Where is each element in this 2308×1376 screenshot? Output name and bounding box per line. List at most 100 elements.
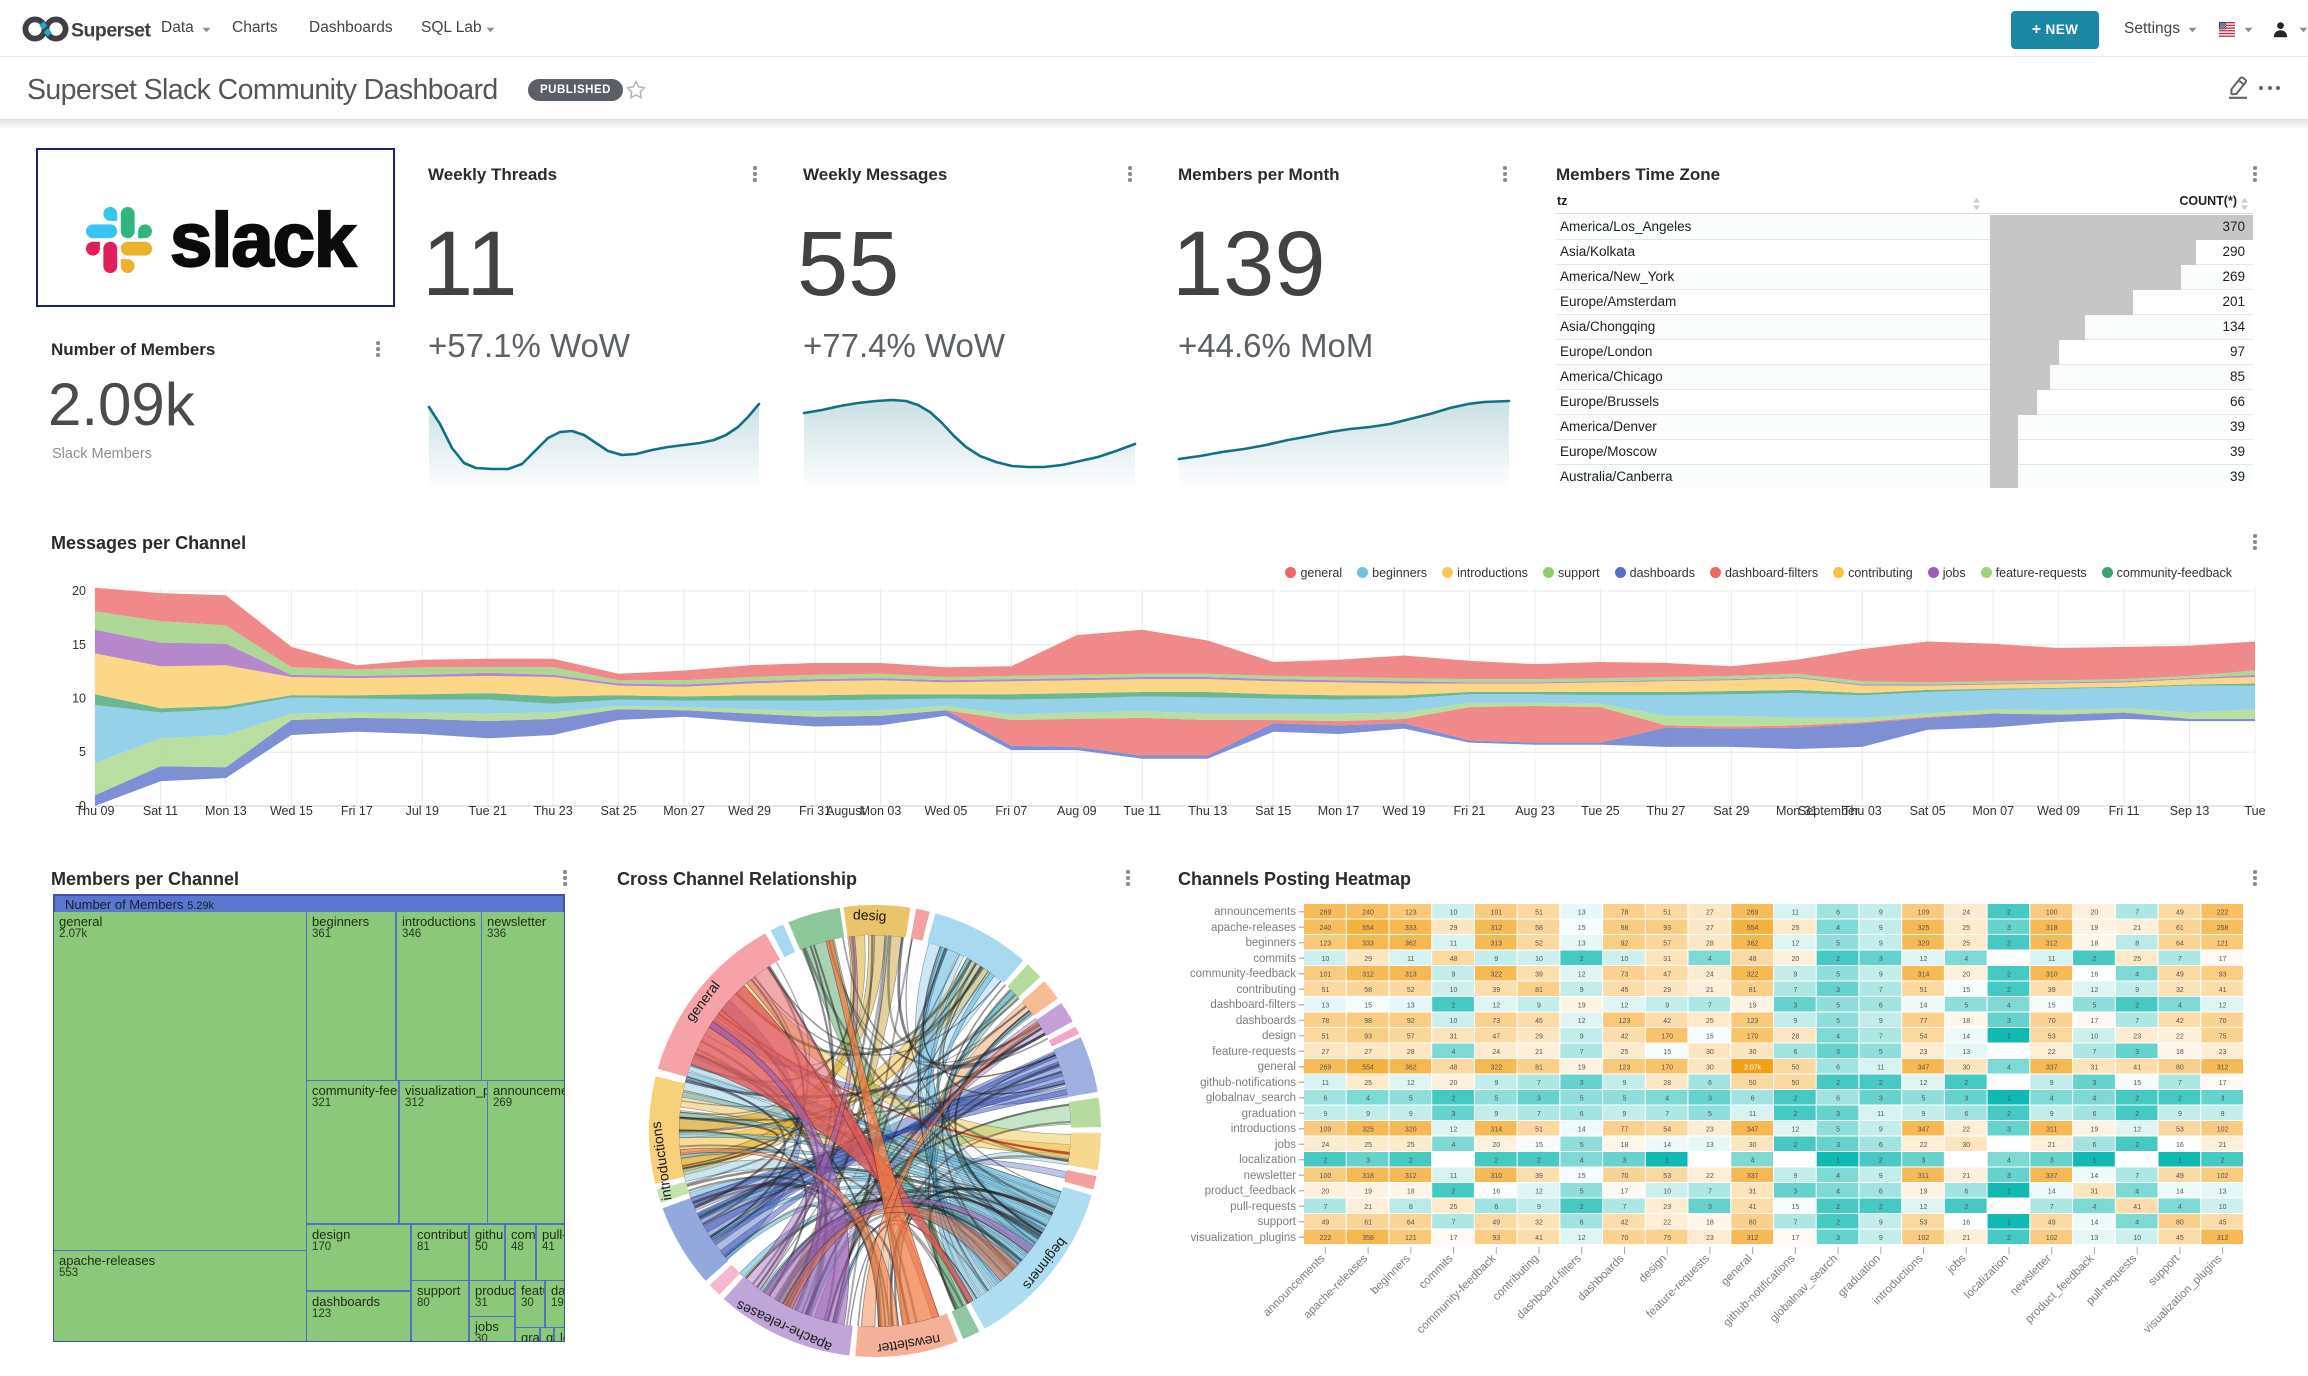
- svg-text:5: 5: [1922, 1096, 1926, 1103]
- svg-text:102: 102: [1918, 1235, 1930, 1242]
- svg-text:2: 2: [1836, 956, 1840, 963]
- svg-text:Thu 13: Thu 13: [1188, 804, 1227, 818]
- svg-text:20: 20: [1792, 956, 1800, 963]
- svg-text:4: 4: [2007, 1003, 2011, 1010]
- svg-text:11: 11: [1877, 1111, 1884, 1118]
- svg-text:49: 49: [2048, 1220, 2056, 1227]
- svg-text:9: 9: [1793, 972, 1797, 979]
- svg-text:2: 2: [2092, 956, 2096, 963]
- svg-text:23: 23: [1706, 1127, 1714, 1134]
- svg-text:123: 123: [1619, 1018, 1631, 1025]
- svg-text:12: 12: [1492, 1003, 1500, 1010]
- svg-text:29: 29: [1663, 987, 1671, 994]
- svg-text:1: 1: [1665, 1158, 1669, 1165]
- svg-text:commits: commits: [1417, 1252, 1456, 1291]
- svg-text:6: 6: [1836, 1096, 1840, 1103]
- svg-text:50: 50: [1749, 1080, 1757, 1087]
- svg-text:2: 2: [1879, 1158, 1883, 1165]
- svg-text:Thu 03: Thu 03: [1843, 804, 1882, 818]
- svg-text:320: 320: [1918, 941, 1930, 948]
- svg-text:15: 15: [1962, 987, 1970, 994]
- svg-text:12: 12: [1920, 1204, 1928, 1211]
- svg-text:3: 3: [1537, 1096, 1541, 1103]
- svg-text:81: 81: [1749, 987, 1757, 994]
- svg-text:25: 25: [1364, 1080, 1372, 1087]
- svg-text:2: 2: [2007, 910, 2011, 917]
- svg-text:310: 310: [2046, 972, 2058, 979]
- svg-text:70: 70: [2048, 1018, 2056, 1025]
- svg-text:5: 5: [1708, 1111, 1712, 1118]
- svg-text:9: 9: [2221, 1111, 2225, 1118]
- svg-text:3: 3: [1836, 1111, 1840, 1118]
- svg-text:20: 20: [72, 584, 86, 598]
- svg-text:7: 7: [2092, 1049, 2096, 1056]
- svg-text:10: 10: [1450, 987, 1458, 994]
- svg-text:5: 5: [1964, 1003, 1968, 1010]
- svg-text:17: 17: [2219, 956, 2227, 963]
- svg-text:78: 78: [1322, 1018, 1330, 1025]
- svg-text:11: 11: [2048, 956, 2055, 963]
- svg-text:10: 10: [1663, 1189, 1671, 1196]
- svg-text:9: 9: [1537, 1204, 1541, 1211]
- svg-text:13: 13: [2219, 1189, 2227, 1196]
- svg-text:240: 240: [1362, 910, 1374, 917]
- svg-text:7: 7: [1623, 1204, 1627, 1211]
- svg-text:4: 4: [1836, 925, 1840, 932]
- svg-text:9: 9: [1922, 1111, 1926, 1118]
- svg-text:3: 3: [1708, 1204, 1712, 1211]
- svg-text:6: 6: [1879, 1003, 1883, 1010]
- svg-text:2.07k: 2.07k: [1744, 1065, 1762, 1072]
- svg-text:2: 2: [2007, 941, 2011, 948]
- svg-text:312: 312: [2217, 1235, 2229, 1242]
- svg-text:22: 22: [2176, 1034, 2184, 1041]
- svg-text:18: 18: [2091, 941, 2099, 948]
- svg-text:3: 3: [2221, 1096, 2225, 1103]
- svg-text:4: 4: [1836, 1173, 1840, 1180]
- svg-text:29: 29: [1364, 956, 1372, 963]
- svg-text:2: 2: [1409, 1158, 1413, 1165]
- svg-text:22: 22: [1920, 1142, 1928, 1149]
- svg-text:54: 54: [1920, 1034, 1928, 1041]
- svg-text:16: 16: [2091, 972, 2099, 979]
- svg-text:August: August: [826, 804, 865, 818]
- svg-text:8: 8: [2135, 941, 2139, 948]
- svg-text:49: 49: [2176, 910, 2184, 917]
- svg-text:29: 29: [1535, 1034, 1543, 1041]
- svg-text:81: 81: [1535, 1065, 1543, 1072]
- svg-text:18: 18: [1407, 1189, 1415, 1196]
- svg-text:Mon 17: Mon 17: [1318, 804, 1360, 818]
- svg-text:81: 81: [1535, 987, 1543, 994]
- svg-text:222: 222: [2217, 910, 2229, 917]
- svg-text:53: 53: [1663, 1173, 1671, 1180]
- svg-text:320: 320: [1405, 1127, 1417, 1134]
- svg-text:Tue 21: Tue 21: [468, 804, 507, 818]
- svg-text:2: 2: [1879, 1080, 1883, 1087]
- svg-text:30: 30: [1962, 1142, 1970, 1149]
- svg-text:9: 9: [2050, 1080, 2054, 1087]
- svg-text:3: 3: [1836, 1235, 1840, 1242]
- svg-text:311: 311: [1918, 1173, 1929, 1180]
- svg-text:30: 30: [1749, 1049, 1757, 1056]
- svg-text:9: 9: [1580, 1034, 1584, 1041]
- svg-text:7: 7: [2050, 1204, 2054, 1211]
- svg-text:beginners: beginners: [1245, 937, 1296, 949]
- svg-text:9: 9: [1879, 925, 1883, 932]
- svg-text:feature-requests: feature-requests: [1212, 1046, 1296, 1058]
- svg-text:newsletter: newsletter: [2008, 1253, 2054, 1299]
- svg-text:9: 9: [1623, 1080, 1627, 1087]
- svg-text:52: 52: [1535, 941, 1543, 948]
- svg-text:2: 2: [2007, 972, 2011, 979]
- svg-text:9: 9: [1879, 1220, 1883, 1227]
- svg-text:Tue 25: Tue 25: [1581, 804, 1620, 818]
- svg-text:47: 47: [1663, 972, 1671, 979]
- svg-text:24: 24: [1706, 972, 1714, 979]
- svg-text:4: 4: [1452, 1049, 1456, 1056]
- svg-text:31: 31: [1450, 1034, 1458, 1041]
- svg-text:12: 12: [1621, 1003, 1629, 1010]
- svg-text:337: 337: [1747, 1173, 1759, 1180]
- svg-text:2: 2: [1580, 956, 1584, 963]
- svg-text:314: 314: [1490, 1127, 1502, 1134]
- svg-text:5: 5: [1836, 1003, 1840, 1010]
- svg-text:322: 322: [1490, 972, 1502, 979]
- svg-text:5: 5: [1836, 972, 1840, 979]
